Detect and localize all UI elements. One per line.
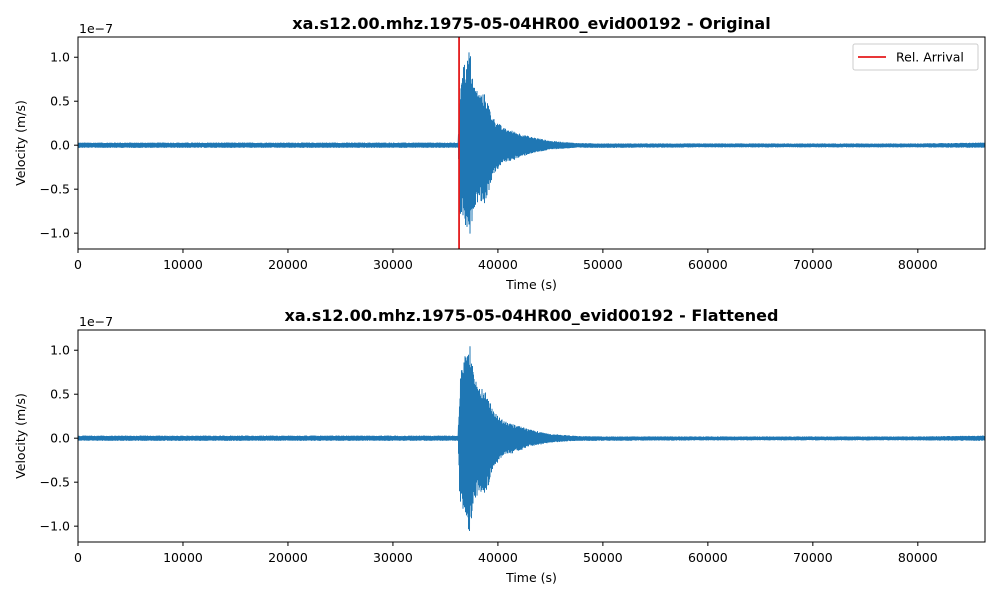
y-tick-label: −1.0	[40, 519, 70, 534]
x-tick-label: 50000	[583, 550, 623, 565]
x-tick-label: 10000	[163, 257, 203, 272]
x-axis-label: Time (s)	[505, 570, 557, 585]
y-offset-label: 1e−7	[79, 314, 113, 329]
y-tick-label: 0.0	[50, 431, 70, 446]
x-tick-label: 40000	[478, 550, 518, 565]
x-tick-label: 0	[74, 257, 82, 272]
y-tick-label: 1.0	[50, 343, 70, 358]
y-tick-label: 0.5	[50, 94, 70, 109]
panel-flattened: xa.s12.00.mhz.1975-05-04HR00_evid00192 -…	[13, 306, 986, 585]
y-tick-label: −0.5	[40, 182, 70, 197]
x-tick-label: 60000	[688, 550, 728, 565]
x-tick-label: 70000	[793, 257, 833, 272]
panel-original: xa.s12.00.mhz.1975-05-04HR00_evid00192 -…	[13, 14, 986, 292]
chart-title: xa.s12.00.mhz.1975-05-04HR00_evid00192 -…	[285, 306, 779, 325]
y-tick-label: −1.0	[40, 226, 70, 241]
y-offset-label: 1e−7	[79, 21, 113, 36]
x-tick-label: 40000	[478, 257, 518, 272]
x-tick-label: 70000	[793, 550, 833, 565]
x-tick-label: 10000	[163, 550, 203, 565]
y-axis-label: Velocity (m/s)	[13, 393, 28, 479]
axes-frame	[77, 329, 986, 543]
chart-title: xa.s12.00.mhz.1975-05-04HR00_evid00192 -…	[292, 14, 770, 33]
plot-area: 0 10000 20000 30000 40000 50000 60000 70000 8000…	[40, 36, 986, 272]
signal-trace	[77, 346, 986, 532]
x-tick-label: 30000	[373, 550, 413, 565]
legend-box	[852, 43, 979, 71]
x-tick-label: 50000	[583, 257, 623, 272]
x-tick-label: 80000	[898, 257, 938, 272]
x-tick-label: 20000	[268, 257, 308, 272]
signal-trace	[77, 52, 986, 234]
legend: Rel. Arrival	[852, 43, 979, 71]
y-tick-label: −0.5	[40, 475, 70, 490]
x-tick-label: 20000	[268, 550, 308, 565]
y-tick-label: 1.0	[50, 50, 70, 65]
x-tick-label: 80000	[898, 550, 938, 565]
x-tick-label: 30000	[373, 257, 413, 272]
x-tick-label: 0	[74, 550, 82, 565]
x-axis-label: Time (s)	[505, 277, 557, 292]
legend-label-rel-arrival: Rel. Arrival	[896, 50, 964, 65]
y-axis-label: Velocity (m/s)	[13, 100, 28, 186]
y-tick-label: 0.5	[50, 387, 70, 402]
axes-frame	[77, 36, 986, 250]
y-tick-label: 0.0	[50, 138, 70, 153]
x-tick-label: 60000	[688, 257, 728, 272]
plot-area: 0 10000 20000 30000 40000 50000 60000 70000 8000…	[40, 329, 986, 565]
